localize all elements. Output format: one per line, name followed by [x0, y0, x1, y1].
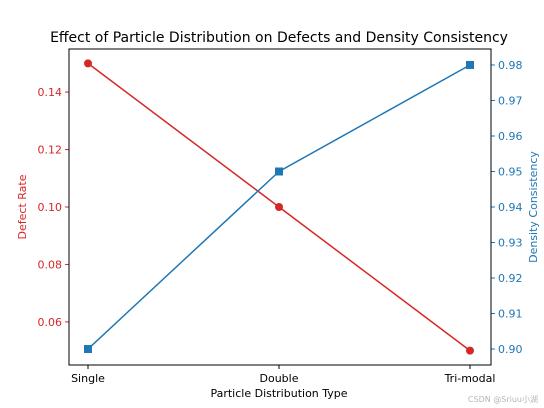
right-tick-label: 0.92	[498, 272, 523, 285]
left-tick-label: 0.14	[38, 86, 63, 99]
right-axis-label: Density Consistency	[527, 151, 540, 263]
right-tick-label: 0.90	[498, 343, 523, 356]
right-tick-label: 0.95	[498, 165, 523, 178]
x-axis-label: Particle Distribution Type	[210, 387, 347, 400]
chart-title: Effect of Particle Distribution on Defec…	[50, 30, 508, 46]
left-axis-ticks: 0.06 0.08 0.10 0.12 0.14	[38, 86, 69, 329]
right-tick-label: 0.96	[498, 130, 523, 143]
right-tick-label: 0.97	[498, 94, 523, 107]
x-tick-label: Tri-modal	[444, 372, 496, 385]
defect-rate-point	[84, 59, 92, 68]
x-tick-label: Double	[260, 372, 299, 385]
right-tick-label: 0.94	[498, 201, 523, 214]
right-tick-label: 0.98	[498, 59, 523, 72]
series-layer	[84, 59, 474, 355]
left-axis-label: Defect Rate	[16, 174, 29, 239]
density-consistency-point	[275, 167, 283, 176]
left-tick-label: 0.06	[38, 316, 63, 329]
left-tick-label: 0.10	[38, 201, 63, 214]
density-consistency-point	[84, 345, 92, 354]
right-tick-label: 0.91	[498, 308, 523, 321]
defect-rate-point	[466, 346, 474, 355]
right-tick-label: 0.93	[498, 237, 523, 250]
x-axis-ticks: Single Double Tri-modal	[71, 365, 495, 385]
watermark: CSDN @Sriuu小湖	[467, 395, 538, 404]
density-consistency-point	[466, 60, 474, 69]
defect-rate-point	[275, 203, 283, 211]
plot-frame	[68, 48, 492, 366]
left-tick-label: 0.12	[38, 144, 63, 157]
left-tick-label: 0.08	[38, 258, 63, 271]
right-axis-ticks: 0.90 0.91 0.92 0.93 0.94 0.95 0.96 0.97 0.98	[491, 59, 523, 356]
x-tick-label: Single	[71, 372, 105, 385]
